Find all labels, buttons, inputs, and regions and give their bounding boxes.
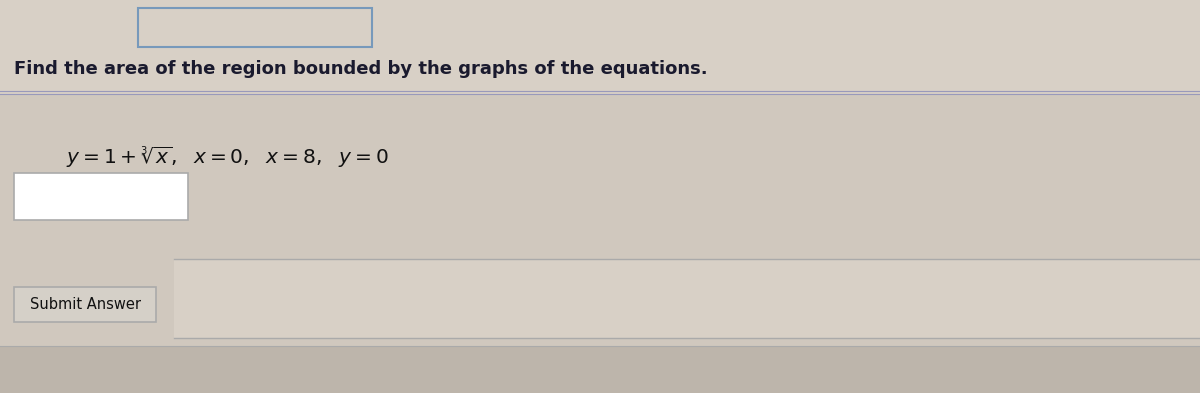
- FancyBboxPatch shape: [174, 259, 1200, 338]
- FancyBboxPatch shape: [0, 94, 1200, 346]
- FancyBboxPatch shape: [0, 346, 1200, 393]
- Text: $y = 1 + \sqrt[3]{x},$  $x = 0,$  $x = 8,$  $y = 0$: $y = 1 + \sqrt[3]{x},$ $x = 0,$ $x = 8,$…: [66, 144, 389, 170]
- FancyBboxPatch shape: [0, 0, 1200, 94]
- FancyBboxPatch shape: [14, 173, 188, 220]
- FancyBboxPatch shape: [138, 8, 372, 47]
- Text: Find the area of the region bounded by the graphs of the equations.: Find the area of the region bounded by t…: [14, 60, 708, 78]
- Text: Submit Answer: Submit Answer: [30, 297, 140, 312]
- FancyBboxPatch shape: [14, 287, 156, 322]
